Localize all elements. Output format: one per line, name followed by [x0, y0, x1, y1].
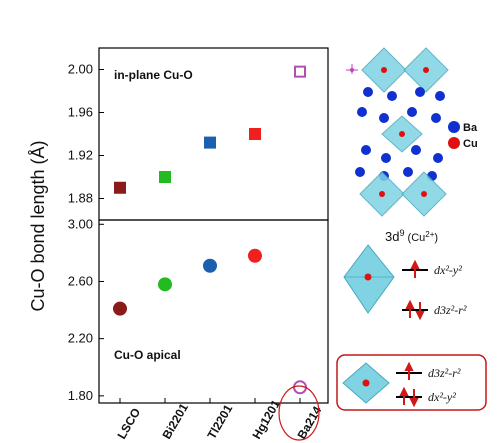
top-point-lsco	[114, 181, 126, 194]
bottom-point-bi2201	[158, 277, 172, 292]
compressed-octahedron	[342, 362, 390, 404]
octahedron-bottom-1	[359, 171, 405, 217]
bottom-point-tl2201	[203, 258, 217, 273]
top-ytick-label: 1.96	[68, 105, 93, 120]
cu-legend-label: Cu	[463, 138, 478, 150]
octahedron-top-2	[403, 47, 449, 93]
orbital-top-upper-label: dx²-y²	[434, 263, 462, 277]
elongated-octahedron	[343, 244, 395, 314]
orbital-bottom-upper-label: d3z²-r²	[428, 366, 461, 380]
category-label-lsco: LSCO	[114, 406, 143, 442]
top-ytick-label: 2.00	[68, 62, 93, 77]
orbital-bottom-lower-label: dx²-y²	[428, 390, 456, 404]
compressed-config-box	[336, 354, 487, 411]
category-label-bi2201: Bi2201	[159, 401, 191, 442]
top-point-hg1201	[249, 128, 261, 140]
bottom-ytick-label: 2.20	[68, 331, 93, 346]
axis-glyph	[346, 64, 358, 74]
bottom-point-lsco	[113, 301, 127, 316]
ba-legend-swatch	[448, 121, 460, 133]
top-point-bi2201	[159, 171, 171, 183]
category-label-hg1201: Hg1201	[249, 397, 283, 441]
bottom-point-hg1201	[248, 248, 262, 263]
bottom-ytick-label: 3.00	[68, 216, 93, 231]
octahedron-bottom-2	[401, 171, 447, 217]
bottom-panel-annotation: Cu-O apical	[114, 348, 181, 362]
highlight-ellipse	[278, 385, 320, 441]
top-panel-annotation: in-plane Cu-O	[114, 68, 193, 82]
top-point-tl2201	[204, 136, 216, 149]
crystal-structure-illustration: Ba Cu	[346, 47, 478, 217]
top-point-ba214	[294, 65, 306, 78]
orbital-levels-top	[402, 259, 428, 321]
top-ytick-label: 1.88	[68, 191, 93, 206]
bottom-ytick-label: 1.80	[68, 388, 93, 403]
cu-legend-swatch	[448, 137, 460, 149]
ba-legend-label: Ba	[463, 122, 478, 134]
y-axis-label: Cu-O bond length (Å)	[28, 140, 48, 311]
octahedron-top-1	[361, 47, 407, 93]
bottom-panel-frame	[98, 219, 329, 404]
orbital-levels-bottom	[396, 361, 422, 408]
orbital-top-lower-label: d3z²-r²	[434, 303, 467, 317]
category-label-tl2201: Tl2201	[204, 402, 235, 442]
octahedron-middle	[381, 115, 423, 153]
bottom-ytick-label: 2.60	[68, 273, 93, 288]
config-title: 3d9 (Cu2+)	[385, 228, 438, 244]
top-ytick-label: 1.92	[68, 148, 93, 163]
